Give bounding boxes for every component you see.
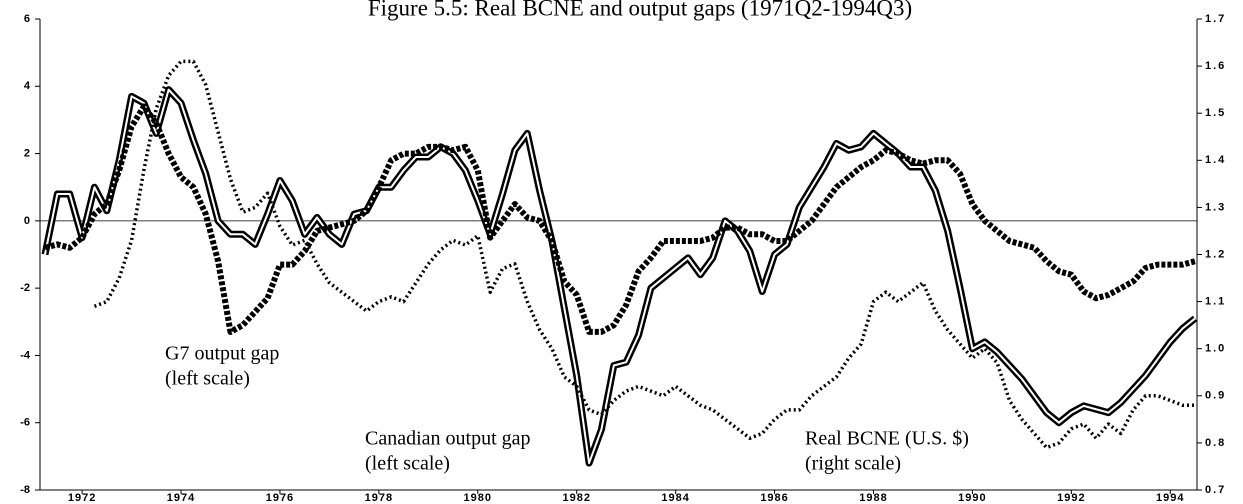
series-scale-label: (right scale) [805,453,901,475]
x-tick-label: 1974 [167,492,195,504]
x-tick-label: 1992 [1057,492,1085,504]
y-tick-label: -8 [20,484,30,496]
series-label: Real BCNE (U.S. $) [805,428,969,450]
y2-tick-label: 0.8 [1205,437,1226,449]
y-tick-label: 4 [24,80,31,92]
x-tick-label: 1990 [958,492,986,504]
x-tick-label: 1978 [365,492,393,504]
y2-tick-label: 1.0 [1205,343,1226,355]
y-tick-label: 6 [24,13,30,25]
series-label: Canadian output gap [365,428,531,450]
y2-tick-label: 0.7 [1205,484,1226,496]
x-tick-label: 1984 [661,492,689,504]
series-label: G7 output gap [165,343,279,365]
series-line [41,86,1198,467]
y-tick-label: -2 [20,282,30,294]
y2-tick-label: 1.1 [1205,296,1226,308]
y2-tick-label: 1.4 [1205,154,1226,166]
x-tick-label: 1988 [859,492,887,504]
y-tick-label: -6 [20,417,30,429]
y2-tick-label: 0.9 [1205,390,1226,402]
y2-tick-label: 1.3 [1205,201,1226,213]
y-tick-label: 2 [24,147,30,159]
series-line [93,59,1195,450]
x-tick-label: 1994 [1156,492,1184,504]
y2-tick-label: 1.5 [1205,107,1226,119]
y-tick-label: 0 [24,215,30,227]
chart-title: Figure 5.5: Real BCNE and output gaps (1… [368,0,912,20]
series-scale-label: (left scale) [365,453,450,475]
x-tick-label: 1976 [266,492,294,504]
x-tick-label: 1980 [464,492,492,504]
y2-tick-label: 1.7 [1205,13,1226,25]
x-tick-label: 1972 [68,492,96,504]
y2-tick-label: 1.2 [1205,248,1226,260]
series-line-inner [44,88,1196,465]
x-tick-label: 1986 [760,492,788,504]
series-line [44,103,1196,335]
y-tick-label: -4 [20,349,31,361]
y2-tick-label: 1.6 [1205,60,1226,72]
series-scale-label: (left scale) [165,368,250,390]
x-tick-label: 1982 [562,492,590,504]
